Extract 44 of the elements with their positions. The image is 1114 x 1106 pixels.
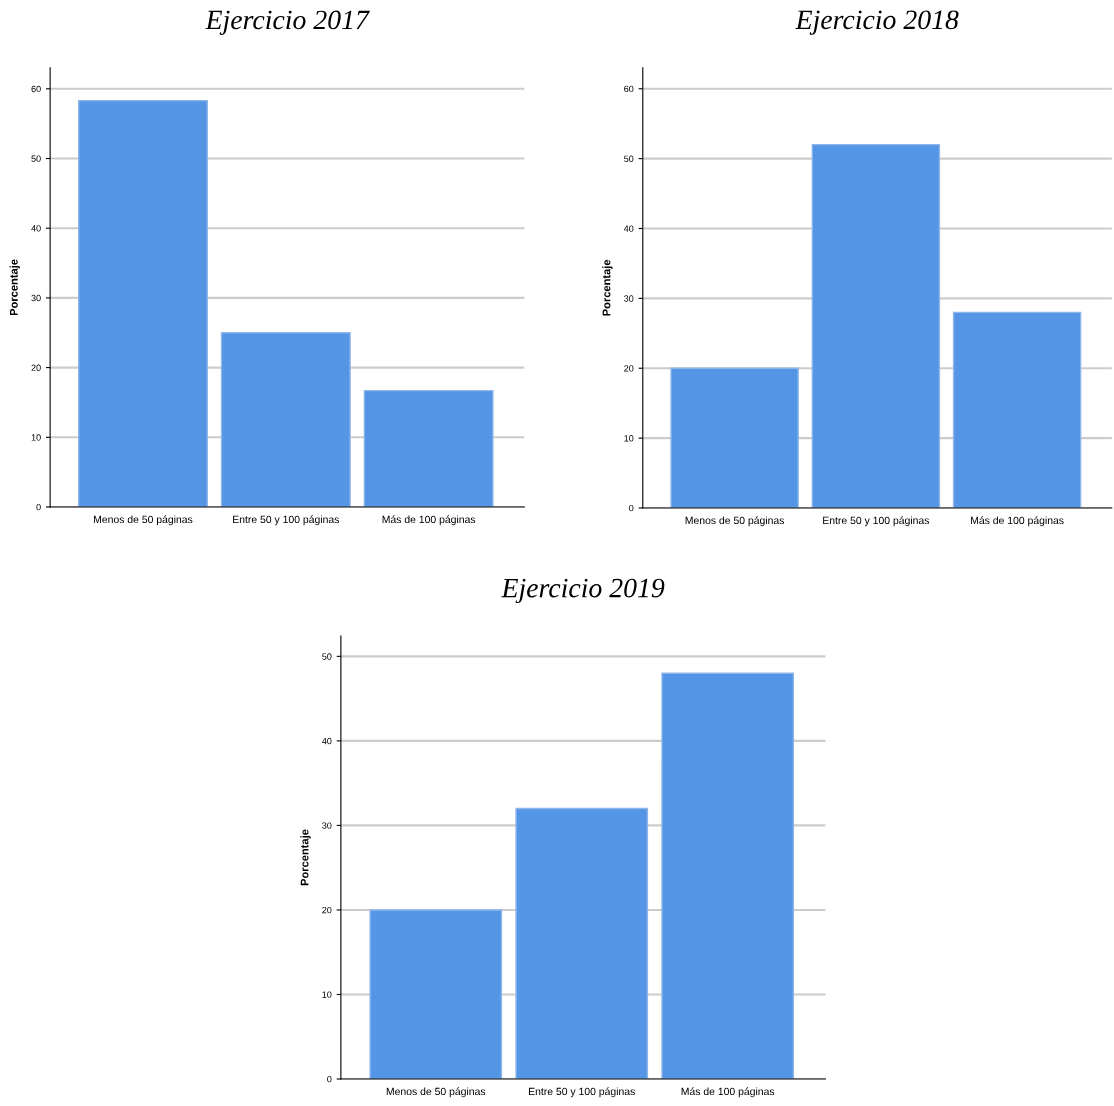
y-tick-label: 50 [31,155,41,162]
y-tick-label: 20 [624,365,634,372]
chart-title: Ejercicio 2018 [795,10,959,35]
y-tick-label: 0 [327,1075,332,1083]
x-tick-label: Menos de 50 páginas [386,1087,486,1098]
y-tick-label: 50 [624,155,634,162]
y-tick-label: 40 [31,225,41,232]
y-tick-label: 30 [31,294,41,302]
y-tick-label: 30 [322,822,332,829]
x-tick-label: Menos de 50 páginas [685,516,785,527]
y-tick-label: 10 [624,435,634,442]
y-tick-label: 50 [322,653,332,660]
x-tick-label: Entre 50 y 100 páginas [233,515,340,526]
y-tick-label: 0 [36,503,41,511]
x-tick-label: Más de 100 páginas [971,516,1064,527]
y-axis-title: Porcentaje [602,259,613,316]
bar [78,99,208,507]
bar [220,332,351,507]
y-tick-label: 10 [322,991,332,998]
y-tick-label: 0 [629,504,634,512]
y-tick-label: 20 [322,906,332,914]
chart-title: Ejercicio 2019 [501,578,665,604]
y-tick-label: 40 [322,737,332,745]
bar [363,389,494,507]
y-axis-title: Porcentaje [300,829,311,886]
y-axis-title: Porcentaje [9,259,20,316]
y-tick-label: 20 [31,364,41,371]
x-tick-label: Entre 50 y 100 páginas [529,1087,635,1098]
x-tick-label: Más de 100 páginas [382,515,476,526]
y-tick-label: 40 [623,225,634,232]
bar [515,807,649,1080]
x-tick-label: Más de 100 páginas [681,1087,775,1098]
bar [811,143,941,508]
y-tick-label: 60 [31,85,41,93]
x-tick-label: Entre 50 y 100 páginas [823,516,930,527]
bar [952,311,1082,508]
bar [661,672,795,1080]
chart-title: Ejercicio 2017 [205,10,370,35]
x-tick-label: Menos de 50 páginas [94,515,193,526]
y-tick-label: 30 [624,295,634,302]
bar [670,367,799,508]
y-tick-label: 60 [624,85,634,93]
y-tick-label: 10 [31,434,41,441]
bar [369,909,503,1080]
